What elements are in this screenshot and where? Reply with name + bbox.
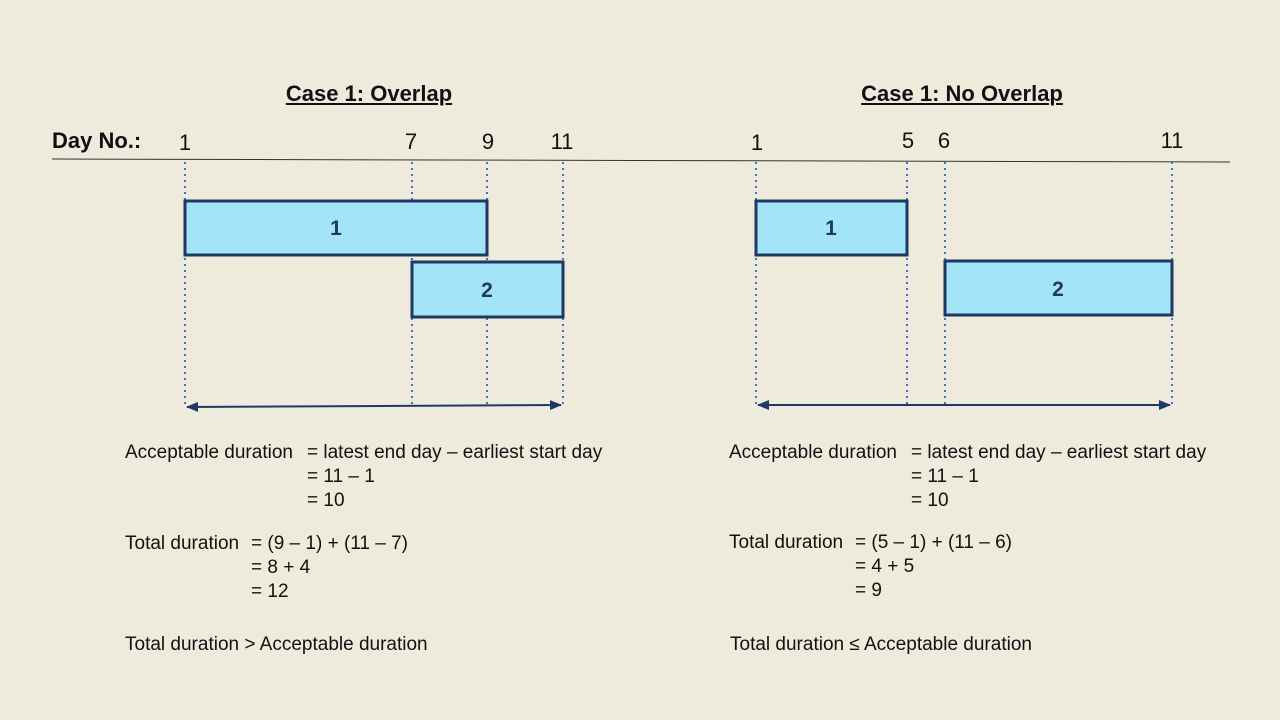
comparison-result: Total duration > Acceptable duration bbox=[125, 634, 428, 655]
acceptable-duration-line: = latest end day – earliest start day bbox=[911, 442, 1207, 463]
no-overlap-case-title: Case 1: No Overlap bbox=[861, 81, 1063, 106]
overlap-case-title: Case 1: Overlap bbox=[285, 81, 453, 106]
total-duration-label: Total duration bbox=[125, 533, 240, 554]
total-duration-line: = 9 bbox=[855, 580, 882, 601]
overlap-task-2: 2 bbox=[410, 260, 565, 319]
day-tick-label: 5 bbox=[901, 128, 915, 153]
day-tick-label: 11 bbox=[1160, 128, 1184, 153]
day-tick-label: 1 bbox=[750, 130, 764, 155]
overlap-task-1: 1 bbox=[183, 199, 489, 257]
total-duration-label: Total duration bbox=[729, 532, 844, 553]
day-axis-line bbox=[51, 158, 1231, 163]
task-bar bbox=[754, 199, 909, 257]
acceptable-duration-line: = 10 bbox=[911, 490, 949, 511]
overlap-span-arrow bbox=[186, 400, 562, 412]
acceptable-duration-line: = 11 – 1 bbox=[911, 466, 979, 487]
task-bar bbox=[943, 259, 1174, 317]
no-overlap-task-1: 1 bbox=[754, 199, 909, 257]
task-label: 1 bbox=[330, 217, 342, 240]
total-duration-line: = 12 bbox=[251, 581, 289, 602]
task-label: 2 bbox=[481, 279, 493, 302]
acceptable-duration-line: = latest end day – earliest start day bbox=[307, 442, 603, 463]
acceptable-duration-line: = 11 – 1 bbox=[307, 466, 375, 487]
day-tick-label: 9 bbox=[481, 129, 495, 154]
day-tick-label: 11 bbox=[550, 129, 574, 154]
total-duration-line: = (5 – 1) + (11 – 6) bbox=[855, 532, 1013, 553]
day-tick-label: 1 bbox=[178, 130, 192, 155]
acceptable-duration-line: = 10 bbox=[307, 490, 345, 511]
task-bar bbox=[183, 199, 489, 257]
total-duration-line: = (9 – 1) + (11 – 7) bbox=[251, 533, 409, 554]
total-duration-line: = 4 + 5 bbox=[855, 556, 915, 577]
task-bar bbox=[410, 260, 565, 319]
comparison-result: Total duration ≤ Acceptable duration bbox=[730, 634, 1032, 655]
task-label: 2 bbox=[1052, 278, 1064, 301]
day-tick-label: 7 bbox=[404, 129, 418, 154]
total-duration-line: = 8 + 4 bbox=[251, 557, 311, 578]
no-overlap-task-2: 2 bbox=[943, 259, 1174, 317]
acceptable-duration-label: Acceptable duration bbox=[125, 442, 293, 463]
acceptable-duration-label: Acceptable duration bbox=[729, 442, 897, 463]
day-axis-label: Day No.: bbox=[52, 128, 142, 153]
day-tick-label: 6 bbox=[937, 128, 951, 153]
task-label: 1 bbox=[825, 217, 837, 240]
